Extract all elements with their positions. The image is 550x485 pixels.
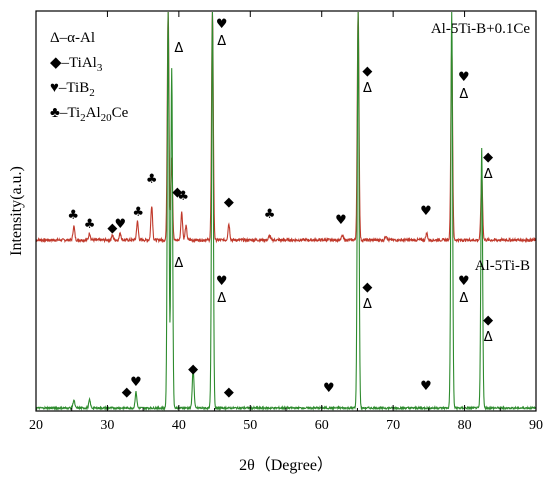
legend-label-rest: Ce: [112, 105, 129, 121]
legend-item: Δ–α-Al: [50, 30, 95, 46]
x-tick-label: 80: [458, 418, 472, 433]
diamond-icon: ◆: [224, 195, 234, 210]
legend-label: –α-Al: [59, 30, 95, 46]
heart-icon: ♥: [50, 80, 59, 96]
trace-layer: [35, 11, 537, 412]
diamond-icon: ◆: [483, 313, 493, 328]
delta-icon: Δ: [50, 30, 60, 46]
x-axis-title: 2θ（Degree）: [239, 456, 333, 474]
diamond-icon: ◆: [107, 221, 117, 236]
series-label: Al-5Ti-B+0.1Ce: [431, 21, 531, 37]
y-axis-title: Intensity(a.u.): [8, 166, 25, 256]
diamond-icon: ◆: [172, 185, 182, 200]
legend: Δ–α-Al◆–TiAl3♥–TiB2♣–Ti2Al20Ce: [50, 30, 129, 124]
heart-icon: ♥: [114, 217, 126, 232]
diamond-icon: ◆: [362, 280, 372, 295]
series-labels: Al-5Ti-B+0.1Ce Al-5Ti-B: [431, 21, 531, 274]
phase-marker-layer: ♣♣ ◆♥♣♣◆♣ ◆♣ ♥♥Δ♥Δ◆Δ♥Δ◆Δ◆♥◆◆ ♥ ♥Δ♥Δ◆Δ♥Δ◆Δ: [67, 17, 493, 400]
delta-icon: Δ: [174, 41, 183, 56]
legend-item: ♥–TiB2: [50, 80, 95, 99]
heart-icon: ♥: [216, 274, 228, 289]
heart-icon: ♥: [130, 375, 142, 390]
club-icon: ♣: [264, 207, 276, 222]
legend-label: –TiB: [58, 80, 89, 96]
x-tick-label: 20: [29, 418, 43, 433]
x-axis-ticks: 20 30 40 50 60 70 80 90: [29, 11, 543, 433]
series-line-base: [35, 11, 537, 412]
heart-icon: ♥: [458, 70, 470, 85]
club-icon: ♣: [67, 208, 79, 223]
legend-item: ◆–TiAl3: [50, 55, 103, 74]
x-tick-label: 70: [386, 418, 400, 433]
legend-label: –Ti: [59, 105, 80, 121]
delta-icon: Δ: [484, 167, 493, 182]
legend-subscript: 20: [101, 112, 113, 124]
heart-icon: ♥: [458, 274, 470, 289]
x-tick-label: 40: [172, 418, 186, 433]
legend-subscript: 2: [89, 87, 95, 99]
club-icon: ♣: [146, 172, 158, 187]
club-icon: ♣: [84, 217, 96, 232]
x-tick-label: 30: [100, 418, 114, 433]
club-icon: ♣: [177, 189, 189, 204]
delta-icon: Δ: [459, 291, 468, 306]
legend-label: –TiAl: [61, 55, 97, 71]
diamond-icon: ◆: [362, 64, 372, 79]
delta-icon: Δ: [174, 256, 183, 271]
x-tick-label: 90: [529, 418, 543, 433]
legend-label-rest: Al: [86, 105, 101, 121]
delta-icon: Δ: [217, 291, 226, 306]
delta-icon: Δ: [459, 87, 468, 102]
heart-icon: ♥: [216, 17, 228, 32]
delta-icon: Δ: [363, 297, 372, 312]
delta-icon: Δ: [484, 330, 493, 345]
legend-item: ♣–Ti2Al20Ce: [50, 105, 129, 124]
delta-icon: Δ: [363, 81, 372, 96]
series-label: Al-5Ti-B: [475, 258, 530, 274]
diamond-icon: ◆: [483, 150, 493, 165]
x-tick-label: 60: [315, 418, 329, 433]
legend-subscript: 2: [80, 112, 86, 124]
legend-subscript: 3: [97, 62, 103, 74]
diamond-icon: ◆: [188, 362, 198, 377]
diamond-icon: ◆: [122, 385, 132, 400]
delta-icon: Δ: [217, 34, 226, 49]
diamond-icon: ◆: [224, 385, 234, 400]
club-icon: ♣: [50, 105, 60, 121]
diamond-icon: ◆: [50, 55, 62, 71]
heart-icon: ♥: [323, 381, 335, 396]
heart-icon: ♥: [335, 213, 347, 228]
heart-icon: ♥: [420, 379, 432, 394]
heart-icon: ♥: [420, 204, 432, 219]
club-icon: ♣: [132, 205, 144, 220]
x-tick-label: 50: [243, 418, 257, 433]
